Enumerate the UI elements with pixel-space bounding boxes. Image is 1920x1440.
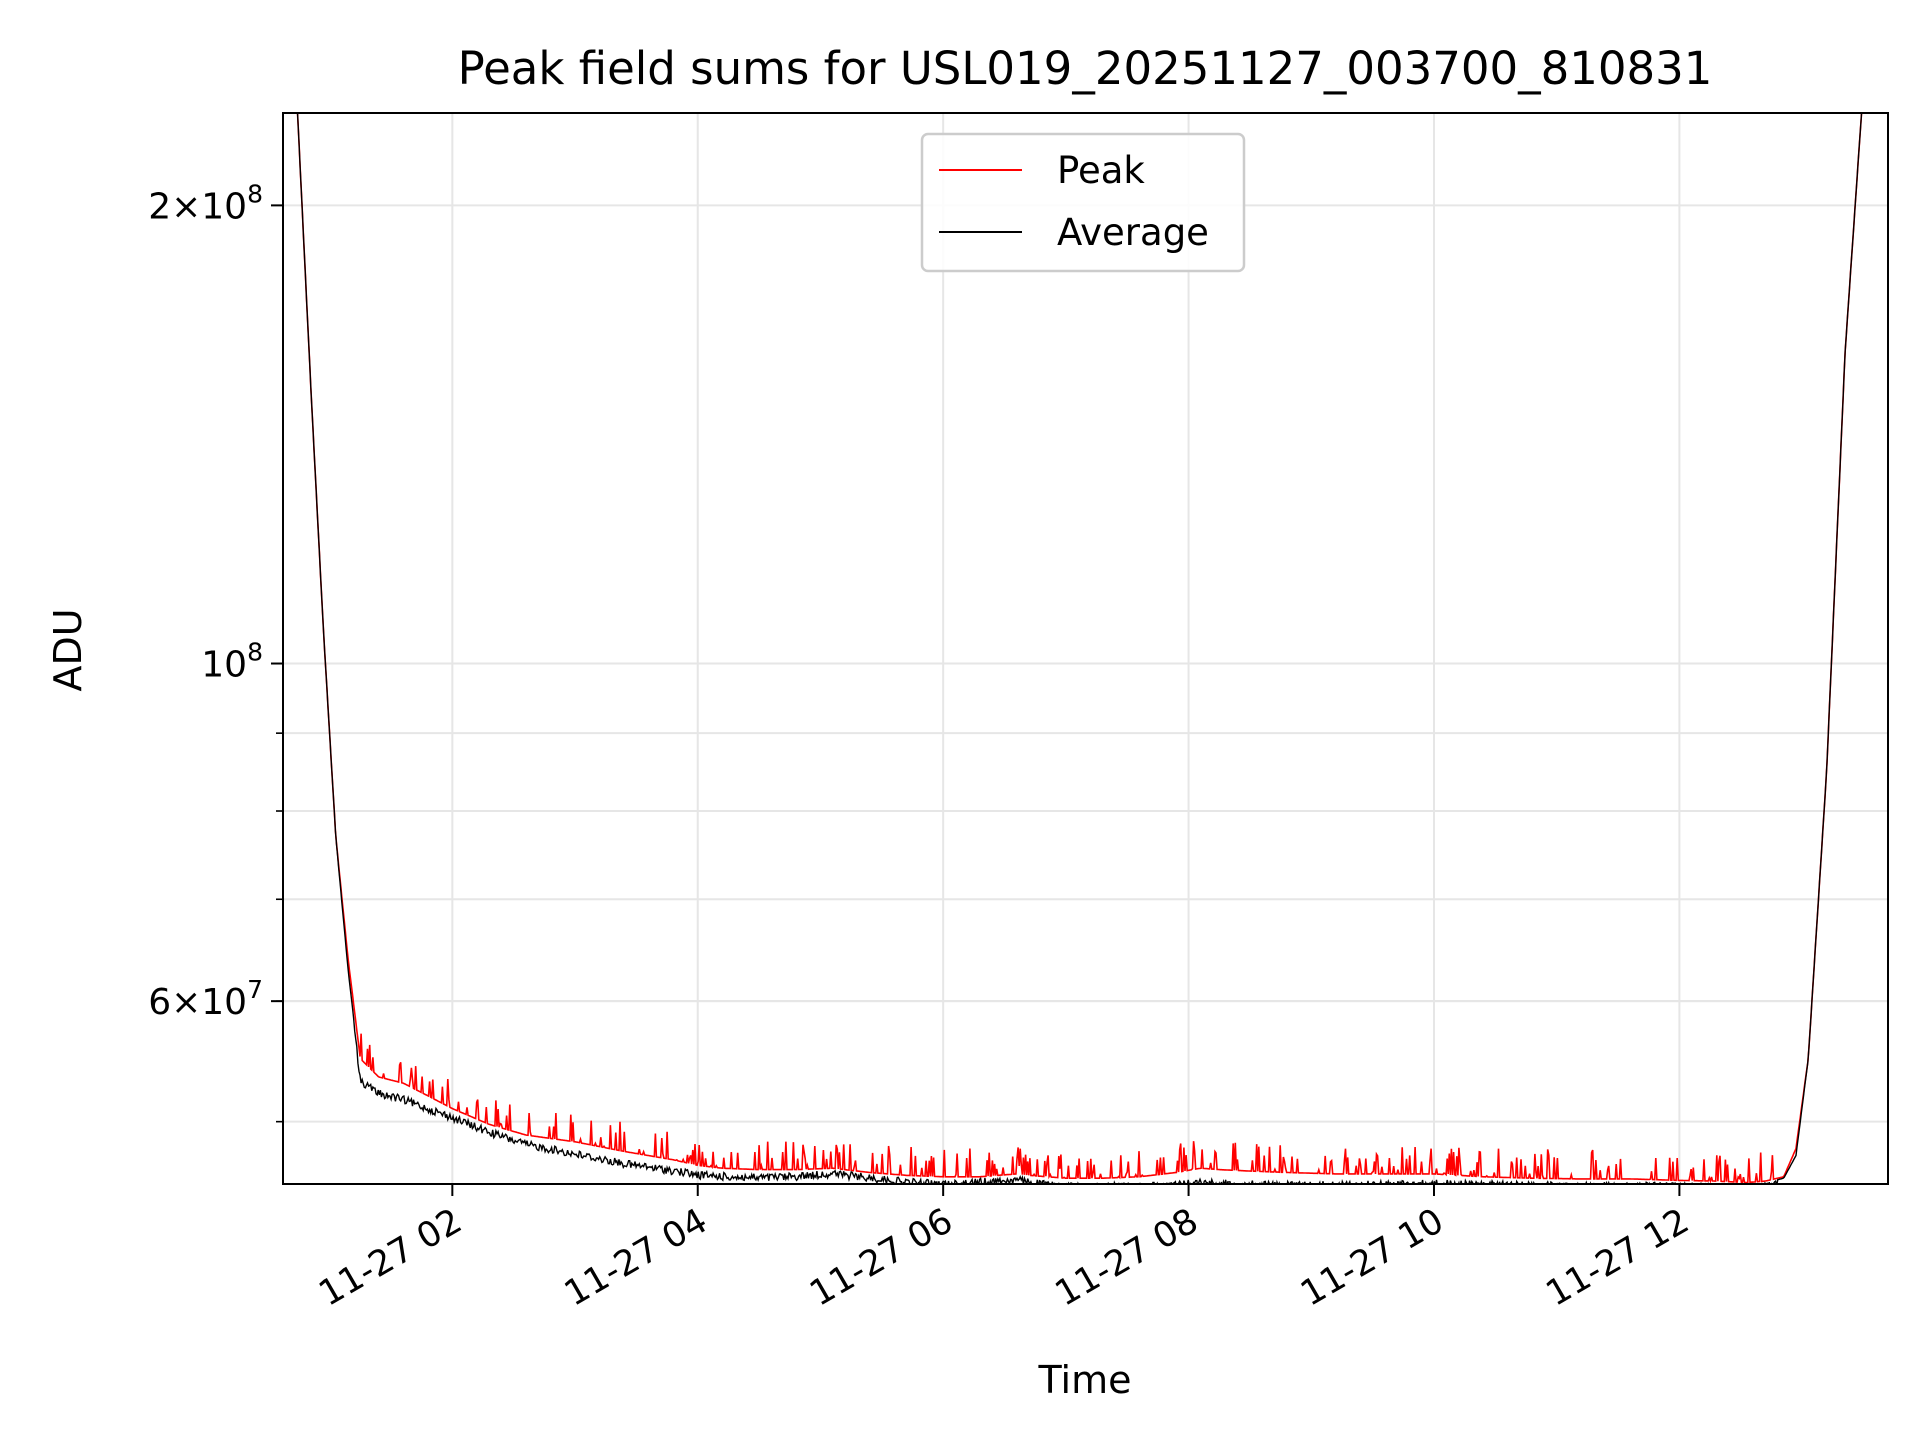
y-tick-exponent: 8 [247, 179, 263, 208]
legend-label-peak: Peak [1057, 149, 1145, 192]
x-tick-label: 11-27 04 [558, 1201, 714, 1314]
plot-frame [282, 112, 1889, 1185]
x-axis-label: Time [1038, 1358, 1132, 1402]
chart-title: Peak field sums for USL019_20251127_0037… [458, 42, 1713, 95]
x-tick-label: 11-27 12 [1540, 1201, 1696, 1314]
y-tick-times: × [171, 186, 201, 227]
x-tick-label: 11-27 02 [313, 1201, 469, 1314]
ticks: 11-27 02 11-27 04 11-27 06 11-27 08 11-27 10… [148, 179, 1696, 1314]
legend: Peak Average [920, 132, 1246, 273]
grid [283, 113, 1888, 1184]
y-tick-base: 10 [201, 645, 247, 686]
y-tick-exponent: 8 [247, 638, 263, 667]
y-tick-times: × [171, 982, 201, 1023]
y-tick-label: 108 [201, 638, 263, 686]
y-tick-exponent: 7 [247, 975, 263, 1004]
legend-box [920, 132, 1246, 273]
y-tick-mantissa: 6 [148, 982, 171, 1023]
axes [282, 112, 1889, 1185]
average-series-line [296, 113, 1863, 1184]
y-tick-base: 10 [201, 186, 247, 227]
y-tick-label: 6×107 [148, 975, 263, 1023]
y-axis-label: ADU [46, 608, 90, 691]
legend-label-average: Average [1057, 211, 1209, 254]
y-tick-base: 10 [201, 982, 247, 1023]
peak-series-line [296, 113, 1863, 1184]
series-lines [296, 113, 1863, 1184]
x-tick-label: 11-27 10 [1294, 1201, 1450, 1314]
x-tick-label: 11-27 08 [1049, 1201, 1205, 1314]
y-tick-mantissa: 2 [148, 186, 171, 227]
x-tick-label: 11-27 06 [803, 1201, 959, 1314]
y-tick-label: 2×108 [148, 179, 263, 227]
